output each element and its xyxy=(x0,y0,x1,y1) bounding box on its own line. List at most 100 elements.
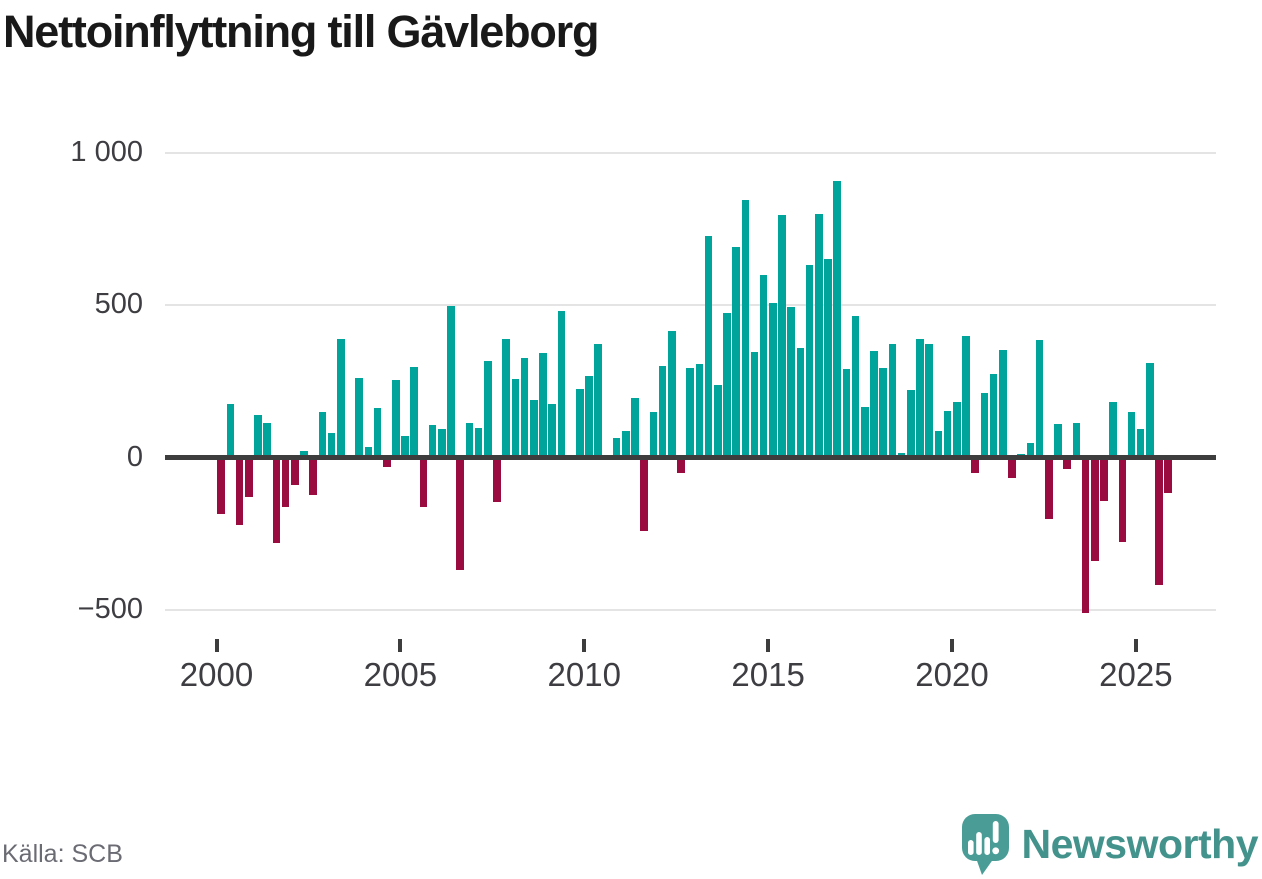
bar-2004Q1 xyxy=(364,446,373,458)
zero-axis-line xyxy=(165,455,1216,460)
bar-2016Q2 xyxy=(815,213,823,458)
bar-2024Q3 xyxy=(1118,457,1127,542)
x-tick-mark-2010 xyxy=(582,639,587,652)
bar-2011Q2 xyxy=(631,397,639,458)
y-axis-label-0: 0 xyxy=(126,440,143,473)
bar-2014Q4 xyxy=(759,275,768,458)
x-axis-label-2020: 2020 xyxy=(915,656,989,693)
bar-2022Q4 xyxy=(1054,424,1062,458)
bar-2001Q2 xyxy=(263,423,271,458)
bar-2025Q3 xyxy=(1155,457,1163,586)
bar-2013Q4 xyxy=(723,313,731,458)
newsworthy-logo-text: Newsworthy xyxy=(1021,820,1259,867)
gridline-500 xyxy=(165,304,1216,306)
bar-2003Q1 xyxy=(327,433,336,458)
bar-2000Q4 xyxy=(244,457,253,497)
bar-2019Q3 xyxy=(934,430,943,458)
x-axis-label-2005: 2005 xyxy=(363,656,438,693)
y-axis-label--500: −500 xyxy=(77,593,143,625)
bar-2012Q3 xyxy=(677,457,685,474)
bar-2002Q2 xyxy=(300,451,308,458)
bar-2024Q4 xyxy=(1127,412,1136,458)
bar-2001Q4 xyxy=(281,457,290,507)
bar-2002Q4 xyxy=(318,412,327,458)
bar-2016Q3 xyxy=(824,259,832,458)
x-axis-label-2025: 2025 xyxy=(1099,656,1173,693)
bar-2015Q4 xyxy=(796,347,805,458)
bar-2009Q2 xyxy=(557,311,566,458)
bar-2012Q2 xyxy=(667,330,676,458)
bar-2010Q2 xyxy=(594,344,602,458)
bar-2006Q2 xyxy=(447,305,455,458)
bar-2018Q4 xyxy=(907,390,915,458)
bar-2002Q1 xyxy=(290,457,299,485)
x-tick-mark-2000 xyxy=(214,639,219,652)
bar-2017Q1 xyxy=(842,369,851,458)
bar-2015Q3 xyxy=(787,307,796,458)
bar-2023Q1 xyxy=(1063,457,1071,469)
bar-2012Q4 xyxy=(686,367,694,458)
bar-2021Q2 xyxy=(998,349,1007,458)
bar-2006Q4 xyxy=(465,422,474,458)
bar-2003Q2 xyxy=(336,339,345,458)
bar-2008Q2 xyxy=(520,358,529,458)
bar-2023Q4 xyxy=(1090,457,1099,562)
y-axis-label-500: 500 xyxy=(94,288,143,320)
bar-2005Q1 xyxy=(401,435,409,458)
bar-2000Q3 xyxy=(235,457,244,525)
bar-2017Q2 xyxy=(851,316,860,458)
bar-2024Q1 xyxy=(1100,457,1108,502)
bar-2014Q1 xyxy=(732,247,740,458)
x-tick-mark-2020 xyxy=(950,639,955,652)
bar-2007Q4 xyxy=(502,338,511,458)
bar-2013Q1 xyxy=(695,363,704,458)
x-tick-mark-2025 xyxy=(1133,639,1138,652)
x-tick-mark-2005 xyxy=(398,639,403,652)
bar-2014Q3 xyxy=(750,351,759,458)
bar-2007Q1 xyxy=(474,427,483,458)
bar-2011Q1 xyxy=(621,431,630,458)
bar-2008Q4 xyxy=(539,352,547,458)
bar-2002Q3 xyxy=(309,457,317,495)
bar-2013Q3 xyxy=(713,384,722,458)
bar-2022Q1 xyxy=(1026,443,1035,458)
bar-2006Q1 xyxy=(438,429,446,458)
bar-2010Q4 xyxy=(612,437,621,458)
bar-2005Q4 xyxy=(428,425,437,458)
gridline--500 xyxy=(165,609,1216,611)
bar-2014Q2 xyxy=(741,199,750,458)
bar-2006Q3 xyxy=(456,457,465,570)
bar-2020Q1 xyxy=(953,401,961,458)
bar-2004Q2 xyxy=(373,408,382,458)
bar-2017Q3 xyxy=(861,407,869,458)
bar-2015Q2 xyxy=(778,215,786,458)
bar-2007Q3 xyxy=(493,457,501,503)
bar-2012Q1 xyxy=(658,366,667,458)
bar-2024Q2 xyxy=(1109,401,1117,458)
bar-2018Q2 xyxy=(888,344,897,458)
bar-2011Q4 xyxy=(649,411,658,458)
bar-2007Q2 xyxy=(484,361,492,458)
bar-2001Q3 xyxy=(272,457,281,543)
bar-2010Q1 xyxy=(585,375,593,458)
x-axis-label-2015: 2015 xyxy=(731,656,805,693)
newsworthy-logo[interactable]: Newsworthy xyxy=(961,812,1259,876)
bar-2019Q1 xyxy=(916,338,924,458)
gridline-1000 xyxy=(165,151,1216,154)
bar-2025Q1 xyxy=(1136,428,1145,458)
bar-2000Q2 xyxy=(226,404,235,458)
source-caption: Källa: SCB xyxy=(2,840,123,868)
bar-2001Q1 xyxy=(254,415,262,458)
bar-2025Q4 xyxy=(1164,457,1173,494)
y-axis-label-1000: 1 000 xyxy=(70,135,143,168)
bar-2021Q3 xyxy=(1008,457,1016,478)
x-tick-mark-2015 xyxy=(766,639,771,652)
bar-2003Q4 xyxy=(355,378,363,458)
bar-2004Q4 xyxy=(392,380,400,458)
bar-2015Q1 xyxy=(769,302,777,458)
bar-2021Q1 xyxy=(989,373,998,458)
bar-2020Q4 xyxy=(980,392,989,458)
bar-2019Q4 xyxy=(943,410,952,458)
bar-2008Q3 xyxy=(530,399,538,458)
chart-title: Nettoinflyttning till Gävleborg xyxy=(3,6,599,57)
